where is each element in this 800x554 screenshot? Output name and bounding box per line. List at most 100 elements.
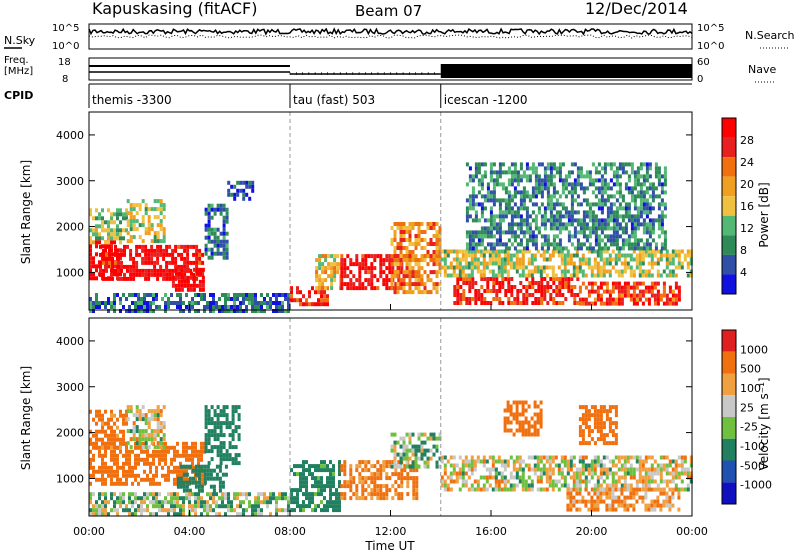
- power-cells-cell: [483, 218, 487, 223]
- vel-cells-cell: [438, 464, 442, 469]
- vel-cells-cell: [326, 476, 329, 481]
- vel-cells-cell: [98, 413, 101, 418]
- power-cells-cell: [207, 231, 211, 236]
- power-cells-cell: [537, 186, 541, 191]
- power-cells-cell: [543, 186, 547, 191]
- cpid-segment-0: themis -3300: [92, 93, 172, 107]
- vel-cells-cell: [170, 492, 173, 497]
- power-cells-cell: [641, 269, 645, 274]
- vel-cells-cell: [275, 508, 278, 513]
- power-cells-cell: [527, 261, 531, 266]
- power-cells-cell: [671, 289, 675, 294]
- power-cells-cell: [299, 298, 302, 303]
- power-cells-cell: [558, 246, 562, 251]
- vel-cells-cell: [225, 453, 229, 458]
- power-cells-cell: [336, 262, 340, 267]
- power-cells-cell: [501, 218, 505, 223]
- power-cells-cell: [515, 249, 519, 254]
- power-cells-cell: [600, 226, 604, 231]
- vel-cells-cell: [647, 487, 651, 492]
- vel-cells-cell: [200, 477, 203, 482]
- vel-cells-cell: [141, 445, 145, 450]
- freq-bottom-tick: 8: [62, 74, 68, 85]
- power-cells-cell: [492, 186, 496, 191]
- freq-unit-label: [MHz]: [4, 66, 33, 77]
- power-cells-cell: [653, 301, 657, 306]
- power-cells-cell: [638, 249, 642, 254]
- power-cells-cell: [552, 289, 556, 293]
- vel-cells-cell: [275, 504, 278, 509]
- power-cells-cell: [477, 242, 481, 247]
- power-cells-cell: [570, 190, 574, 195]
- cpid-segment-1: tau (fast) 503: [293, 93, 375, 107]
- power-cells-cell: [131, 293, 134, 297]
- power-cells-cell: [455, 273, 459, 278]
- vel-cells-cell: [557, 471, 561, 476]
- power-cells-cell: [492, 190, 496, 195]
- vel-cells-cell: [412, 468, 416, 473]
- power-cells-cell: [656, 301, 660, 306]
- power-cells-cell: [555, 289, 559, 293]
- vel-cells-cell: [173, 496, 176, 501]
- power-cells-cell: [266, 305, 269, 309]
- vel-cells-cell: [683, 487, 687, 492]
- power-cells-cell: [612, 234, 616, 239]
- power-cells-cell: [510, 218, 514, 223]
- vel-cells-cell: [566, 495, 570, 500]
- power-cells-cell: [638, 297, 642, 302]
- power-cells-cell: [275, 309, 278, 313]
- power-cells-cell: [251, 301, 254, 305]
- vel-cells-cell: [518, 412, 522, 417]
- vel-cells-cell: [213, 433, 217, 438]
- power-cells-cell: [251, 188, 255, 193]
- power-cells-cell: [129, 235, 133, 240]
- power-cells-cell: [400, 266, 404, 271]
- power-cells-cell: [570, 198, 574, 203]
- power-cells-cell: [609, 242, 613, 247]
- power-cells-cell: [627, 178, 631, 183]
- power-cells-cell: [150, 227, 154, 232]
- vel-cells-cell: [420, 448, 424, 453]
- vel-cells-cell: [293, 464, 296, 469]
- power-cells-cell: [525, 166, 529, 171]
- power-cells-cell: [346, 282, 350, 287]
- power-cells-cell: [108, 252, 111, 257]
- vel-cells-cell: [611, 503, 615, 508]
- freq-label: Freq.: [4, 55, 29, 66]
- vel-cells-cell: [237, 405, 241, 410]
- power-cells-cell: [632, 281, 636, 286]
- power-cells-cell: [543, 182, 547, 187]
- vel-cells-cell: [179, 508, 182, 513]
- vel-cells-cell: [370, 472, 374, 477]
- vel-cells-cell: [376, 496, 380, 501]
- power-cells-cell: [552, 222, 556, 227]
- vel-cells-cell: [314, 468, 317, 473]
- power-cells-cell: [417, 274, 421, 279]
- power-cells-cell: [156, 235, 160, 240]
- vel-cells-cell: [414, 460, 418, 465]
- power-cells-cell: [317, 290, 320, 295]
- vel-cells-cell: [213, 421, 217, 426]
- power-cells-cell: [110, 244, 113, 249]
- vel-cells-cell: [638, 475, 642, 480]
- power-cells-cell: [663, 234, 667, 239]
- vel-cells-cell: [191, 461, 194, 466]
- vel-cells-cell: [689, 475, 693, 480]
- power-cells-cell: [573, 186, 577, 191]
- vel-cells-cell: [320, 480, 323, 485]
- power-cells-cell: [453, 289, 457, 293]
- vel-cells-cell: [411, 432, 415, 437]
- power-cells-cell: [164, 293, 167, 297]
- vel-cells-cell: [101, 461, 104, 466]
- vel-cells-cell: [632, 487, 636, 492]
- vel-cells-cell: [578, 483, 582, 488]
- power-cells-cell: [218, 309, 221, 313]
- nave-dense-block: [440, 64, 692, 78]
- vel-cells-cell: [394, 492, 398, 497]
- power-cells-cell: [671, 293, 675, 298]
- vel-cells-cell: [302, 472, 305, 477]
- power-cells-cell: [468, 285, 472, 289]
- power-cells-cell: [275, 297, 278, 301]
- power-cells-cell: [531, 162, 535, 167]
- power-cells-cell: [248, 196, 252, 201]
